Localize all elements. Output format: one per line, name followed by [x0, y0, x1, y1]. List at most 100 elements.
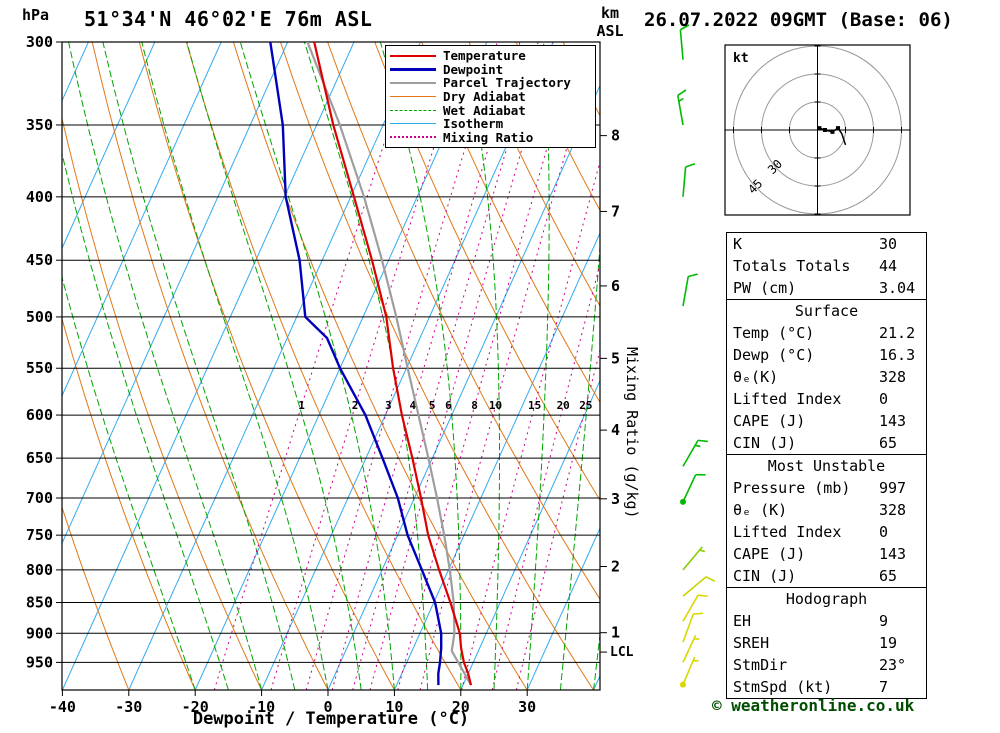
- temperature-tick-label: 10: [385, 698, 403, 716]
- legend-label: Temperature: [443, 48, 526, 64]
- dry-adiabat-line: [62, 116, 263, 690]
- wind-barb: [680, 656, 699, 688]
- temperature-curve: [313, 42, 473, 686]
- indices-table-section-header: Hodograph: [785, 590, 868, 608]
- legend-line-sample: [390, 81, 436, 84]
- pressure-tick-label: 950: [26, 653, 53, 671]
- mixing-ratio-value-label: 3: [385, 399, 392, 412]
- indices-table-row: StmDir 23°: [727, 654, 926, 676]
- indices-value: 143: [879, 412, 907, 430]
- indices-label: SREH: [733, 634, 770, 652]
- isotherm-line: [0, 42, 22, 690]
- legend-item: Dewpoint: [386, 63, 595, 77]
- indices-label: θₑ(K): [733, 368, 779, 386]
- km-tick-label: 7: [611, 202, 620, 220]
- hodograph-trace-point: [817, 126, 822, 131]
- legend-item: Wet Adiabat: [386, 103, 595, 117]
- indices-table-block: K 30 Totals Totals 44 PW (cm) 3.04: [726, 232, 927, 300]
- mixing-ratio-value-label: 1: [298, 399, 305, 412]
- indices-label: StmDir: [733, 656, 788, 674]
- km-tick-label: 5: [611, 349, 620, 367]
- indices-value: 65: [879, 567, 898, 585]
- indices-table-row: CAPE (J) 143: [727, 543, 926, 565]
- temperature-tick-label: 30: [518, 698, 536, 716]
- indices-value: 0: [879, 523, 889, 541]
- wind-barb: [682, 273, 698, 307]
- indices-table-row: StmSpd (kt) 7: [727, 676, 926, 698]
- indices-value: 21.2: [879, 324, 916, 342]
- indices-table-section-header: Surface: [794, 302, 859, 320]
- legend-label: Isotherm: [443, 116, 504, 132]
- legend-label: Dewpoint: [443, 61, 504, 77]
- indices-table-block: Hodograph EH 9 SREH 19 StmDir 23° StmSpd (kt) 7: [726, 587, 927, 699]
- wind-barb: [682, 634, 700, 663]
- indices-value: 143: [879, 545, 907, 563]
- indices-label: CIN (J): [733, 567, 797, 585]
- indices-label: Totals Totals: [733, 257, 851, 275]
- pressure-axis-unit-label: hPa: [22, 6, 50, 24]
- pressure-tick-label: 850: [26, 594, 53, 612]
- legend-label: Dry Adiabat: [443, 89, 526, 105]
- legend-item: Dry Adiabat: [386, 90, 595, 104]
- temperature-tick-label: -10: [248, 698, 275, 716]
- indices-table-row: SREH 19: [727, 632, 926, 654]
- indices-label: Temp (°C): [733, 324, 815, 342]
- pressure-tick-label: 800: [26, 561, 53, 579]
- wind-barb: [682, 594, 708, 622]
- indices-table-row: θₑ(K) 328: [727, 366, 926, 388]
- km-tick-label: 8: [611, 127, 620, 145]
- pressure-tick-label: 600: [26, 406, 53, 424]
- indices-value: 65: [879, 434, 898, 452]
- indices-value: 328: [879, 501, 907, 519]
- wind-barb: [682, 612, 704, 643]
- wind-barb-column: [677, 24, 716, 688]
- wet-adiabat-line: [68, 42, 263, 690]
- axes: 3003504004505005506006507007508008509009…: [26, 33, 634, 716]
- indices-value: 30: [879, 235, 898, 253]
- indices-table-block: Surface Temp (°C) 21.2 Dewp (°C) 16.3 θₑ(K) 32…: [726, 299, 927, 455]
- run-datetime: 26.07.2022 09GMT (Base: 06): [644, 9, 953, 31]
- indices-table-row: Temp (°C) 21.2: [727, 322, 926, 344]
- wind-barb: [682, 546, 706, 571]
- pressure-tick-label: 500: [26, 308, 53, 326]
- wet-adiabat-line: [62, 151, 229, 690]
- indices-table-row: Totals Totals 44: [727, 255, 926, 277]
- pressure-tick-label: 700: [26, 489, 53, 507]
- mixing-ratio-value-label: 4: [409, 399, 416, 412]
- indices-table: K 30 Totals Totals 44 PW (cm) 3.04 Surface Temp…: [726, 232, 927, 699]
- indices-label: PW (cm): [733, 279, 797, 297]
- parcel-trajectory-curve: [306, 42, 472, 686]
- indices-value: 997: [879, 479, 907, 497]
- isotherm-line: [62, 42, 156, 250]
- dewpoint-curve: [269, 42, 443, 686]
- mixing-ratio-value-label: 20: [557, 399, 570, 412]
- mixing-ratio-value-label: 8: [471, 399, 478, 412]
- legend-item: Parcel Trajectory: [386, 76, 595, 90]
- mixing-ratio-value-label: 15: [528, 399, 541, 412]
- x-axis-title: Dewpoint / Temperature (°C): [192, 709, 470, 729]
- temperature-tick-label: -40: [49, 698, 76, 716]
- isotherm-line: [194, 42, 488, 690]
- temperature-tick-label: 0: [323, 698, 332, 716]
- indices-table-row: K 30: [727, 233, 926, 255]
- indices-value: 328: [879, 368, 907, 386]
- legend-label: Parcel Trajectory: [443, 75, 571, 91]
- indices-table-row: Pressure (mb) 997: [727, 477, 926, 499]
- legend-line-sample: [390, 136, 436, 139]
- isotherm-line: [327, 84, 600, 690]
- dry-adiabat-line: [468, 42, 600, 307]
- plot-border: [61, 41, 601, 691]
- indices-label: EH: [733, 612, 752, 630]
- indices-value: 0: [879, 390, 889, 408]
- indices-value: 9: [879, 612, 889, 630]
- indices-table-row: Dewp (°C) 16.3: [727, 344, 926, 366]
- legend-label: Mixing Ratio: [443, 129, 534, 145]
- altitude-axis-unit-km: km: [600, 4, 620, 22]
- pressure-tick-label: 750: [26, 526, 53, 544]
- hodograph-trace-point: [822, 128, 827, 132]
- indices-table-row: EH 9: [727, 610, 926, 632]
- hodograph-trace-point: [836, 126, 841, 131]
- indices-table-row: CAPE (J) 143: [727, 410, 926, 432]
- legend-line-sample: [390, 96, 436, 98]
